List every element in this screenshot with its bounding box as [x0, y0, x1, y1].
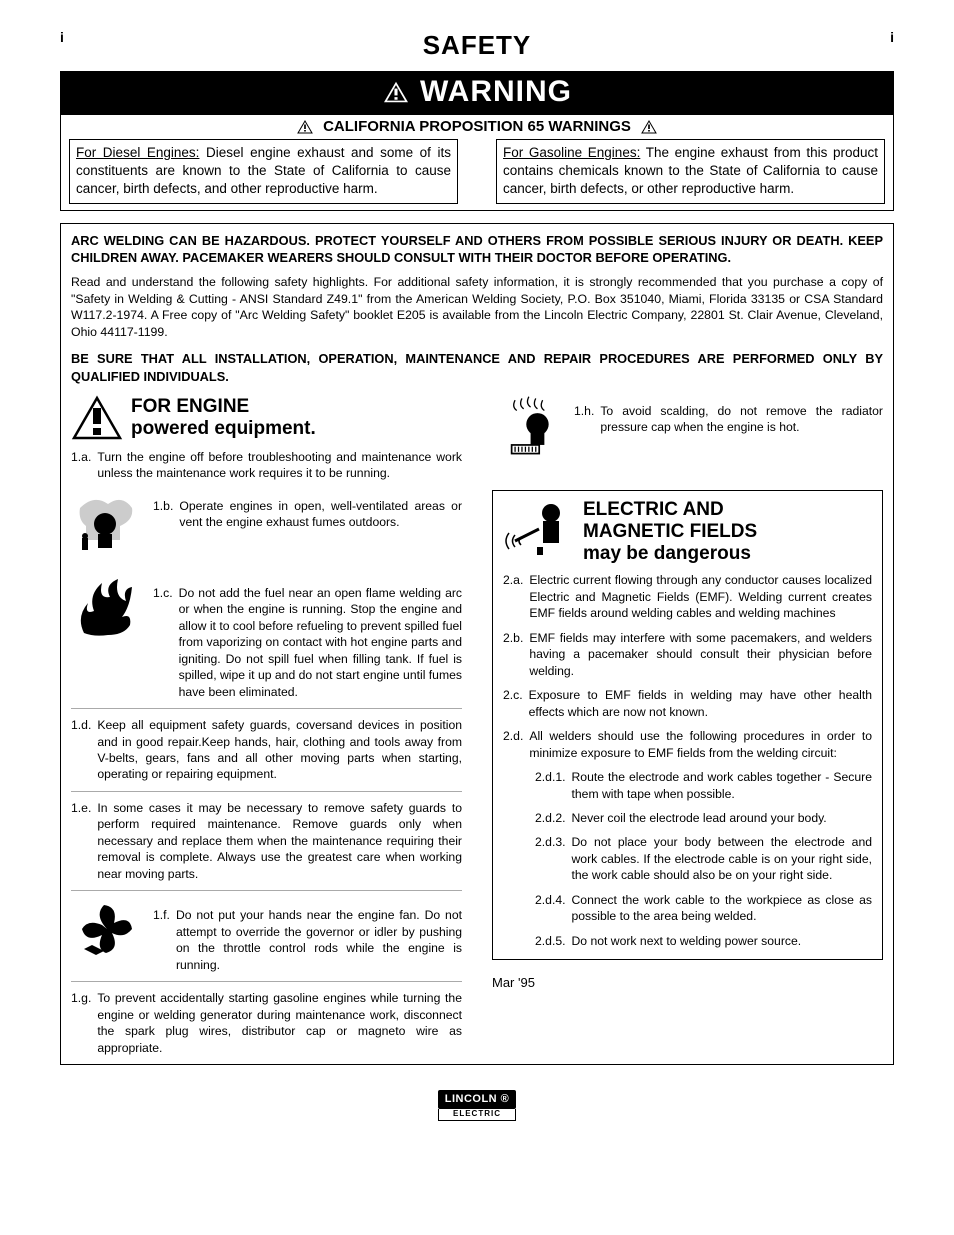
warning-text: WARNING — [420, 72, 572, 113]
qualified-bold: BE SURE THAT ALL INSTALLATION, OPERATION… — [71, 350, 883, 385]
item-2d2-num: 2.d.2. — [535, 810, 566, 826]
warning-bar: WARNING — [61, 72, 893, 115]
page-number-right: i — [890, 28, 894, 47]
prop65-gasoline-label: For Gasoline Engines: — [503, 145, 640, 160]
logo-bottom: ELECTRIC — [438, 1109, 517, 1121]
item-1f-num: 1.f. — [153, 907, 170, 973]
warning-box: WARNING CALIFORNIA PROPOSITION 65 WARNIN… — [60, 71, 894, 210]
item-2d4-text: Connect the work cable to the workpiece … — [572, 892, 873, 925]
prop65-gasoline-box: For Gasoline Engines: The engine exhaust… — [496, 139, 885, 204]
item-1h-num: 1.h. — [574, 403, 594, 436]
emf-box: ELECTRIC AND MAGNETIC FIELDS may be dang… — [492, 490, 883, 960]
item-2d5-text: Do not work next to welding power source… — [572, 933, 873, 949]
item-2d1: 2.d.1. Route the electrode and work cabl… — [503, 769, 872, 802]
divider — [71, 791, 462, 792]
item-2d3-text: Do not place your body between the elect… — [572, 834, 873, 883]
item-1c-num: 1.c. — [153, 585, 173, 700]
item-1g-num: 1.g. — [71, 990, 91, 1056]
item-1c: 1.c. Do not add the fuel near an open fl… — [71, 577, 462, 700]
prop65-triangle-left-icon — [297, 120, 313, 134]
date: Mar '95 — [492, 974, 883, 992]
warning-triangle-icon — [382, 80, 410, 104]
item-1h: 1.h. To avoid scalding, do not remove th… — [492, 395, 883, 462]
emf-title: ELECTRIC AND MAGNETIC FIELDS may be dang… — [583, 499, 757, 565]
item-2c-num: 2.c. — [503, 687, 523, 720]
item-1f-text: Do not put your hands near the engine fa… — [176, 907, 462, 973]
item-2c-text: Exposure to EMF fields in welding may ha… — [529, 687, 872, 720]
prop65-boxes: For Diesel Engines: Diesel engine exhaus… — [61, 139, 893, 210]
item-2d-num: 2.d. — [503, 728, 523, 761]
item-2d-text: All welders should use the following pro… — [529, 728, 872, 761]
emf-title-l1: ELECTRIC AND — [583, 499, 724, 520]
item-2b: 2.b. EMF fields may interfere with some … — [503, 630, 872, 679]
item-1f: 1.f. Do not put your hands near the engi… — [71, 899, 462, 973]
right-column: 1.h. To avoid scalding, do not remove th… — [492, 395, 883, 1056]
item-2d1-num: 2.d.1. — [535, 769, 566, 802]
item-2d3: 2.d.3. Do not place your body between th… — [503, 834, 872, 883]
item-2c: 2.c. Exposure to EMF fields in welding m… — [503, 687, 872, 720]
item-1b-text: Operate engines in open, well-ventilated… — [179, 498, 462, 531]
prop65-title: CALIFORNIA PROPOSITION 65 WARNINGS — [323, 117, 631, 137]
item-1d-text: Keep all equipment safety guards, covers… — [97, 717, 462, 783]
safety-title: SAFETY — [64, 28, 890, 63]
item-2a-num: 2.a. — [503, 572, 523, 621]
item-2a-text: Electric current flowing through any con… — [529, 572, 872, 621]
item-1e: 1.e. In some cases it may be necessary t… — [71, 800, 462, 882]
item-2d4: 2.d.4. Connect the work cable to the wor… — [503, 892, 872, 925]
item-2b-num: 2.b. — [503, 630, 523, 679]
engine-warning-icon — [71, 395, 123, 441]
item-1a-num: 1.a. — [71, 449, 91, 482]
logo-top: LINCOLN ® — [438, 1090, 517, 1109]
item-1d: 1.d. Keep all equipment safety guards, c… — [71, 717, 462, 783]
item-1b-num: 1.b. — [153, 498, 173, 531]
left-column: FOR ENGINE powered equipment. 1.a. Turn … — [71, 395, 462, 1056]
prop65-title-row: CALIFORNIA PROPOSITION 65 WARNINGS — [61, 115, 893, 139]
item-1g: 1.g. To prevent accidentally starting ga… — [71, 990, 462, 1056]
item-2d4-num: 2.d.4. — [535, 892, 566, 925]
emf-title-l2: MAGNETIC FIELDS — [583, 521, 757, 542]
item-2d2: 2.d.2. Never coil the electrode lead aro… — [503, 810, 872, 826]
item-1e-text: In some cases it may be necessary to rem… — [97, 800, 462, 882]
item-2d5: 2.d.5. Do not work next to welding power… — [503, 933, 872, 949]
item-2d1-text: Route the electrode and work cables toge… — [572, 769, 873, 802]
engine-title-l1: FOR ENGINE — [131, 396, 249, 417]
item-2d5-num: 2.d.5. — [535, 933, 566, 949]
hazard-plain: Read and understand the following safety… — [71, 274, 883, 340]
item-1e-num: 1.e. — [71, 800, 91, 882]
item-2a: 2.a. Electric current flowing through an… — [503, 572, 872, 621]
engine-title-l2: powered equipment. — [131, 418, 316, 439]
item-1h-text: To avoid scalding, do not remove the rad… — [600, 403, 883, 436]
item-1a: 1.a. Turn the engine off before troubles… — [71, 449, 462, 482]
engine-heading: FOR ENGINE powered equipment. — [71, 395, 462, 441]
item-1c-text: Do not add the fuel near an open flame w… — [179, 585, 462, 700]
prop65-diesel-box: For Diesel Engines: Diesel engine exhaus… — [69, 139, 458, 204]
item-2d: 2.d. All welders should use the followin… — [503, 728, 872, 761]
ventilation-icon — [74, 490, 140, 552]
fan-hand-icon — [74, 899, 140, 961]
prop65-triangle-right-icon — [641, 120, 657, 134]
item-1d-num: 1.d. — [71, 717, 91, 783]
logo: LINCOLN ® ELECTRIC — [60, 1090, 894, 1121]
hazard-bold: ARC WELDING CAN BE HAZARDOUS. PROTECT YO… — [71, 232, 883, 267]
emf-heading: ELECTRIC AND MAGNETIC FIELDS may be dang… — [503, 499, 872, 565]
radiator-icon — [495, 395, 561, 457]
divider — [71, 708, 462, 709]
columns: FOR ENGINE powered equipment. 1.a. Turn … — [71, 395, 883, 1056]
emf-title-l3: may be dangerous — [583, 543, 751, 564]
item-2d2-text: Never coil the electrode lead around you… — [572, 810, 873, 826]
emf-icon — [503, 499, 573, 559]
item-1a-text: Turn the engine off before troubleshooti… — [97, 449, 462, 482]
divider — [71, 890, 462, 891]
prop65-diesel-label: For Diesel Engines: — [76, 145, 199, 160]
engine-title: FOR ENGINE powered equipment. — [131, 396, 316, 440]
divider — [71, 981, 462, 982]
item-2b-text: EMF fields may interfere with some pacem… — [529, 630, 872, 679]
item-1g-text: To prevent accidentally starting gasolin… — [97, 990, 462, 1056]
main-safety-box: ARC WELDING CAN BE HAZARDOUS. PROTECT YO… — [60, 223, 894, 1066]
item-1b: 1.b. Operate engines in open, well-venti… — [71, 490, 462, 557]
flame-icon — [74, 577, 140, 639]
page-header: i SAFETY i — [60, 28, 894, 63]
item-2d3-num: 2.d.3. — [535, 834, 566, 883]
